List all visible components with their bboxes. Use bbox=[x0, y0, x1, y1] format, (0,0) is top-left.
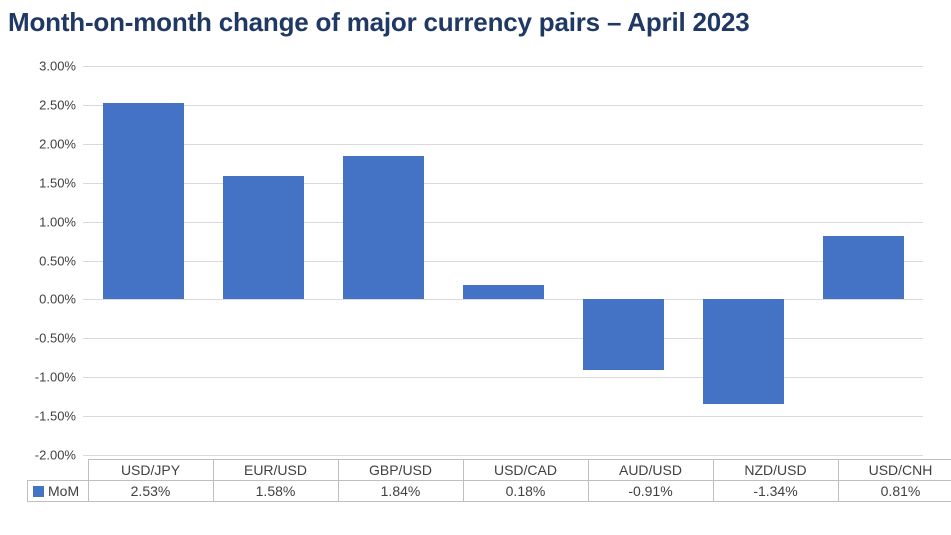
legend-series-label: MoM bbox=[48, 483, 80, 499]
y-tick-label: 2.50% bbox=[39, 97, 76, 113]
column-header-cell: USD/CNH bbox=[837, 459, 951, 481]
table-value-row: MoM 2.53% 1.58% 1.84% 0.18% -0.91% -1.34% 0.81% bbox=[27, 480, 951, 502]
gridline bbox=[83, 143, 923, 145]
y-tick-label: 0.50% bbox=[39, 253, 76, 268]
gridline bbox=[83, 455, 923, 456]
gridline bbox=[83, 299, 923, 301]
y-tick-label: 1.50% bbox=[39, 175, 76, 191]
y-tick-label: 0.00% bbox=[39, 291, 76, 307]
table-corner-cell bbox=[28, 460, 89, 481]
bar-USD/JPY bbox=[102, 102, 184, 300]
bar-USD/CNH bbox=[822, 236, 904, 300]
y-tick-label: 1.00% bbox=[39, 214, 76, 230]
y-axis-labels: 3.00% 2.50% 2.00% 1.50% 1.00% 0.50% 0.00% -0.50… bbox=[0, 0, 76, 535]
value-cell: 2.53% bbox=[87, 480, 214, 502]
gridline bbox=[83, 416, 923, 418]
bar-GBP/USD bbox=[342, 156, 424, 300]
value-cell: -0.91% bbox=[587, 480, 714, 502]
x-axis-data-table: USD/JPY EUR/USD GBP/USD USD/CAD AUD/USD NZD/U… bbox=[27, 459, 951, 502]
value-cell: 1.58% bbox=[212, 480, 339, 502]
column-header-cell: NZD/USD bbox=[712, 459, 839, 481]
table-header-row: USD/JPY EUR/USD GBP/USD USD/CAD AUD/USD NZD/U… bbox=[28, 459, 951, 481]
y-tick-label: -2.00% bbox=[34, 447, 76, 463]
value-cell: -1.34% bbox=[712, 480, 839, 502]
column-header-cell: USD/CAD bbox=[462, 459, 589, 481]
gridline bbox=[83, 338, 923, 340]
gridline bbox=[83, 104, 923, 106]
gridline bbox=[83, 221, 923, 223]
y-tick-label: -1.50% bbox=[34, 408, 76, 424]
chart-title: Month-on-month change of major currency … bbox=[8, 7, 750, 37]
gridline bbox=[83, 260, 923, 262]
value-cell: 1.84% bbox=[337, 480, 464, 502]
column-header-cell: AUD/USD bbox=[587, 459, 714, 481]
legend-color-swatch-icon bbox=[33, 485, 44, 497]
value-cell: 0.81% bbox=[837, 480, 951, 502]
y-tick-label: -0.50% bbox=[34, 330, 76, 346]
bar-EUR/USD bbox=[222, 176, 304, 300]
bar-USD/CAD bbox=[462, 285, 544, 300]
bar-NZD/USD bbox=[702, 299, 784, 404]
column-header-cell: USD/JPY bbox=[87, 459, 214, 481]
bar-AUD/USD bbox=[582, 299, 664, 371]
gridline bbox=[83, 182, 923, 184]
plot-area bbox=[83, 66, 923, 456]
y-tick-label: 2.00% bbox=[39, 136, 76, 152]
legend-cell: MoM bbox=[27, 480, 89, 502]
column-header-cell: EUR/USD bbox=[212, 459, 339, 481]
column-header-cell: GBP/USD bbox=[337, 459, 464, 481]
gridline bbox=[83, 377, 923, 379]
value-cell: 0.18% bbox=[462, 480, 589, 502]
gridline bbox=[83, 66, 923, 67]
y-tick-label: 3.00% bbox=[39, 58, 76, 74]
y-tick-label: -1.00% bbox=[34, 369, 76, 385]
